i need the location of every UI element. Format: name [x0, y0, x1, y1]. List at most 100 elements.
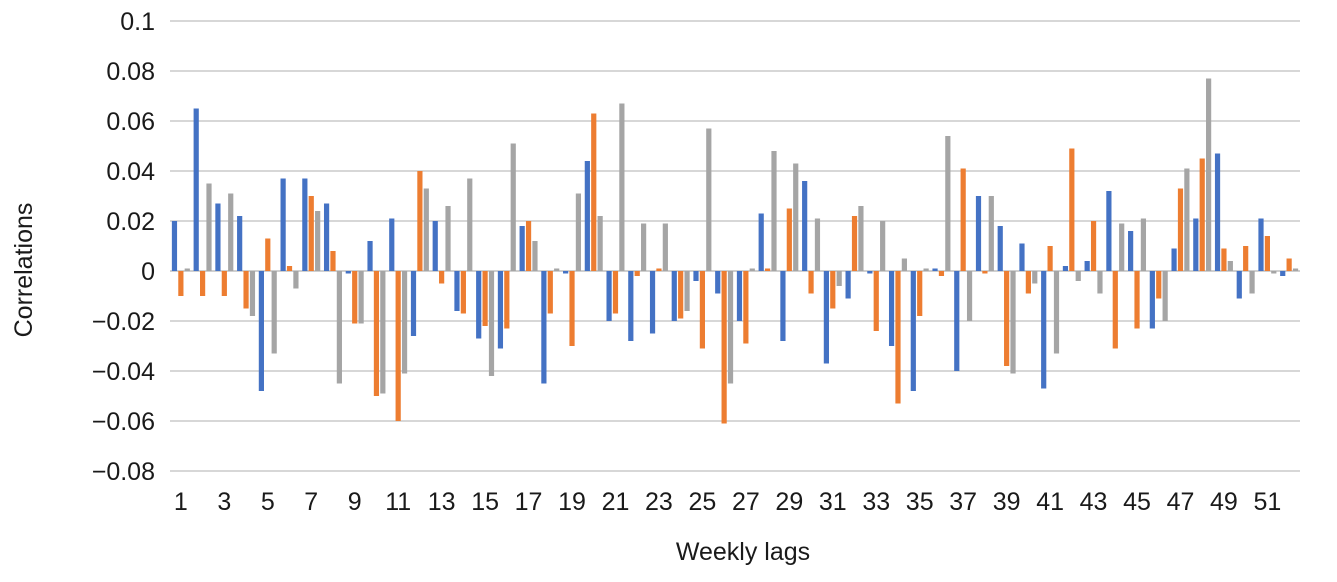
bar-series2-lag-17 — [525, 221, 532, 271]
bar-series2-lag-49 — [1221, 248, 1227, 271]
bar-series2-lag-22 — [634, 271, 640, 276]
bar-series2-lag-25 — [699, 271, 705, 349]
bar-series2-lag-11 — [395, 271, 401, 421]
bar-series3-lag-38 — [988, 196, 994, 271]
bar-series2-lag-20 — [591, 113, 597, 271]
bar-series3-lag-2 — [206, 183, 212, 271]
bar-series1-lag-49 — [1214, 153, 1221, 271]
bar-series1-lag-27 — [736, 271, 743, 321]
bar-series1-lag-43 — [1084, 261, 1090, 271]
y-tick-label: 0.02 — [106, 208, 155, 236]
bar-series3-lag-41 — [1053, 271, 1060, 354]
bar-series3-lag-40 — [1032, 271, 1038, 284]
y-tick-label: −0.02 — [92, 308, 155, 336]
bar-series1-lag-26 — [715, 271, 721, 294]
x-tick-label: 19 — [558, 488, 586, 516]
x-tick-label: 17 — [515, 488, 543, 516]
x-tick-label: 45 — [1123, 488, 1151, 516]
bar-series3-lag-47 — [1184, 168, 1190, 271]
bar-series1-lag-5 — [258, 271, 264, 391]
bar-series3-lag-49 — [1227, 261, 1233, 271]
bar-series3-lag-22 — [641, 223, 647, 271]
bar-series3-lag-18 — [554, 268, 560, 271]
bar-series1-lag-50 — [1236, 271, 1242, 299]
x-tick-label: 1 — [174, 488, 188, 516]
bar-series2-lag-14 — [460, 271, 466, 314]
bar-series1-lag-42 — [1062, 266, 1069, 271]
bar-series1-lag-36 — [932, 268, 938, 271]
bar-series2-lag-30 — [808, 271, 814, 294]
bar-series3-lag-6 — [293, 271, 299, 289]
bar-series2-lag-12 — [417, 171, 423, 271]
bar-series1-lag-51 — [1258, 218, 1264, 271]
x-tick-label: 37 — [949, 488, 977, 516]
bar-series1-lag-41 — [1041, 271, 1047, 389]
bar-series2-lag-43 — [1090, 221, 1097, 271]
x-tick-label: 21 — [602, 488, 630, 516]
bar-series3-lag-32 — [858, 206, 864, 271]
bar-series2-lag-2 — [200, 271, 206, 296]
bar-series2-lag-36 — [938, 271, 945, 276]
bar-series1-lag-20 — [584, 161, 590, 271]
bar-series1-lag-44 — [1106, 191, 1112, 271]
bar-series3-lag-42 — [1075, 271, 1081, 281]
bar-series3-lag-15 — [488, 271, 495, 376]
bar-series3-lag-39 — [1010, 271, 1016, 374]
bar-series2-lag-39 — [1004, 271, 1010, 366]
x-tick-label: 15 — [471, 488, 499, 516]
y-tick-label: 0 — [141, 258, 155, 286]
x-tick-label: 13 — [428, 488, 456, 516]
bar-series3-lag-27 — [749, 268, 755, 271]
y-tick-label: −0.06 — [92, 408, 155, 436]
bar-series3-lag-11 — [401, 271, 408, 374]
bar-series3-lag-14 — [467, 178, 473, 271]
bar-series3-lag-50 — [1249, 271, 1255, 294]
bar-series3-lag-43 — [1097, 271, 1103, 294]
bar-series1-lag-19 — [563, 271, 569, 274]
y-tick-label: 0.06 — [106, 108, 155, 136]
bar-series2-lag-23 — [656, 268, 662, 271]
bar-series2-lag-31 — [830, 271, 836, 309]
bar-series1-lag-11 — [389, 218, 395, 271]
bar-series1-lag-18 — [541, 271, 547, 384]
bar-series2-lag-46 — [1156, 271, 1162, 299]
bar-series3-lag-24 — [684, 271, 690, 311]
y-tick-label: −0.04 — [92, 358, 155, 386]
bar-series2-lag-48 — [1199, 158, 1205, 271]
bar-series2-lag-18 — [547, 271, 553, 314]
bar-series2-lag-44 — [1112, 271, 1118, 349]
bar-series2-lag-27 — [743, 271, 749, 344]
bar-series2-lag-33 — [873, 271, 879, 331]
bar-series2-lag-40 — [1025, 271, 1031, 294]
bar-series3-lag-36 — [945, 136, 951, 271]
bar-series2-lag-4 — [243, 271, 249, 309]
bar-series1-lag-6 — [280, 178, 286, 271]
x-tick-label: 49 — [1210, 488, 1238, 516]
bar-series2-lag-9 — [352, 271, 358, 324]
bar-series1-lag-33 — [867, 271, 873, 274]
bar-series2-lag-29 — [786, 208, 792, 271]
bar-series1-lag-30 — [802, 181, 808, 271]
bar-series3-lag-10 — [380, 271, 386, 394]
bar-series3-lag-48 — [1206, 78, 1212, 271]
bar-series3-lag-9 — [358, 271, 364, 324]
bar-series3-lag-20 — [597, 216, 603, 271]
bar-series3-lag-44 — [1119, 223, 1125, 271]
x-tick-labels: 1 3 5 7 9 11 13 15 17 19 21 23 25 27 29 31 33 35 37 39 41 43 4… — [174, 488, 1281, 516]
bar-series1-lag-37 — [954, 271, 960, 371]
bar-series3-lag-5 — [271, 271, 277, 354]
bar-series3-lag-8 — [336, 271, 342, 384]
x-tick-label: 29 — [775, 488, 803, 516]
bar-series3-lag-35 — [923, 268, 929, 271]
x-tick-label: 51 — [1253, 488, 1281, 516]
bar-series3-lag-7 — [315, 211, 321, 271]
bar-series1-lag-13 — [432, 221, 438, 271]
bar-series1-lag-3 — [215, 203, 221, 271]
y-tick-label: −0.08 — [92, 458, 155, 486]
bar-series3-lag-13 — [445, 206, 451, 271]
bar-series1-lag-40 — [1019, 243, 1025, 271]
bar-series1-lag-34 — [888, 271, 895, 346]
x-tick-label: 43 — [1080, 488, 1108, 516]
bar-series1-lag-8 — [323, 203, 330, 271]
bar-series3-lag-30 — [814, 218, 821, 271]
